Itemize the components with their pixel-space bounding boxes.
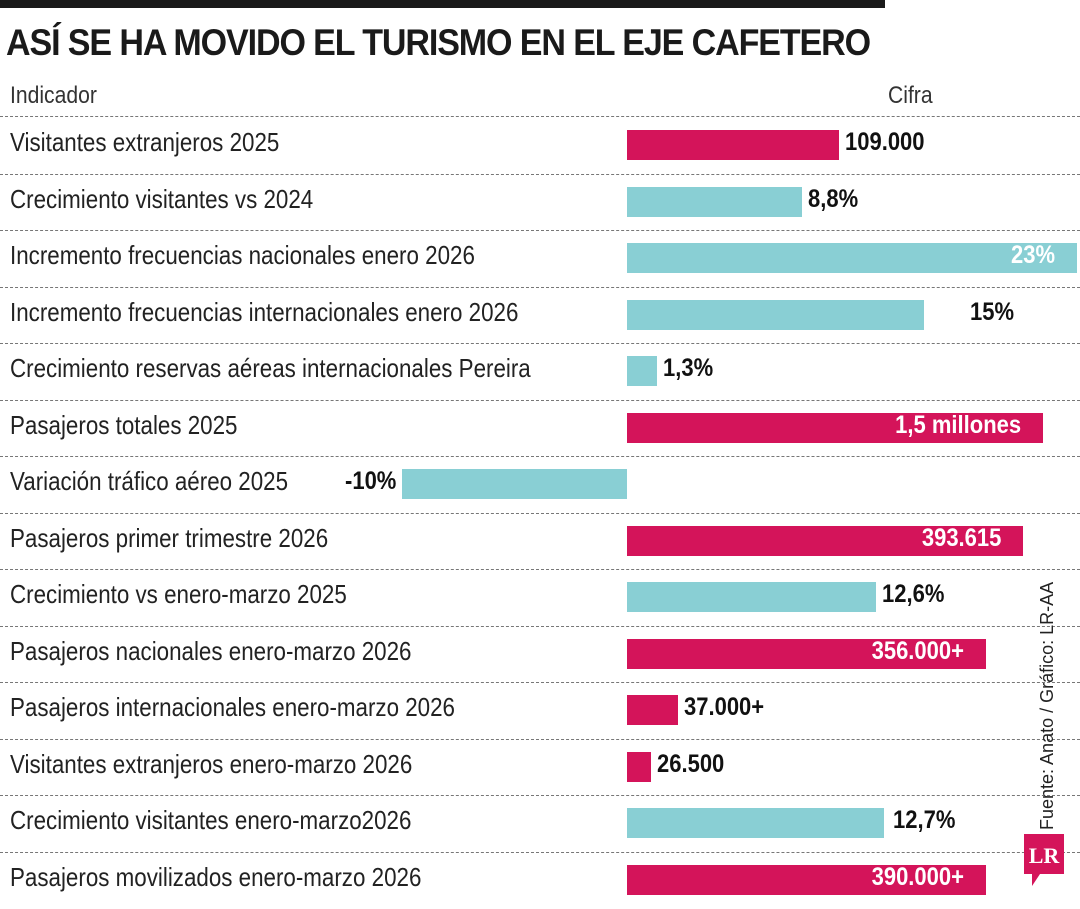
bar [627, 582, 876, 612]
row-label: Pasajeros internacionales enero-marzo 20… [10, 692, 455, 722]
bar [627, 356, 658, 386]
row-separator [0, 343, 1080, 344]
row-label: Crecimiento vs enero-marzo 2025 [10, 579, 347, 609]
row-separator [0, 682, 1080, 683]
row-label: Crecimiento visitantes enero-marzo2026 [10, 805, 412, 835]
table-row: Pasajeros nacionales enero-marzo 2026 356… [0, 627, 1080, 683]
row-separator [0, 569, 1080, 570]
bar [627, 186, 803, 217]
bar [627, 412, 1043, 443]
row-separator [0, 625, 1080, 627]
row-separator [0, 738, 1080, 740]
data-label: 109.000 [844, 128, 925, 156]
bar [627, 864, 987, 895]
bar [627, 751, 651, 782]
bar [627, 130, 839, 160]
bar [402, 469, 627, 499]
data-label: 393.615 [921, 523, 1001, 552]
source-note: Fuente: Anato / Gráfico: LR-AA [1037, 581, 1057, 830]
data-label: 23% [1010, 241, 1055, 269]
bar [627, 299, 924, 330]
row-label: Pasajeros movilizados enero-marzo 2026 [10, 861, 422, 892]
table-row: Pasajeros totales 2025 1,5 millones [0, 401, 1080, 457]
table-row: Pasajeros primer trimestre 2026 393.615 [0, 514, 1080, 570]
value-column-header: Cifra [888, 82, 933, 109]
data-label: 26.500 [656, 749, 725, 778]
table-row: Crecimiento visitantes vs 2024 8,8% [0, 175, 1080, 231]
row-label: Pasajeros nacionales enero-marzo 2026 [10, 635, 412, 666]
logo-shape [1024, 834, 1064, 886]
data-label: 1,5 millones [894, 410, 1021, 439]
row-label: Incremento frecuencias nacionales enero … [10, 240, 475, 270]
lr-logo-icon: LR [1024, 834, 1064, 886]
data-label: 12,6% [881, 580, 945, 608]
table-row: Crecimiento visitantes enero-marzo2026 12… [0, 796, 1080, 853]
indicator-column-header: Indicador [10, 82, 97, 109]
row-label: Visitantes extranjeros enero-marzo 2026 [10, 748, 413, 779]
chart-title: ASÍ SE HA MOVIDO EL TURISMO EN EL EJE CA… [6, 22, 871, 63]
table-row: Incremento frecuencias internacionales e… [0, 288, 1080, 344]
row-separator [0, 456, 1080, 457]
data-label: 12,7% [893, 806, 956, 834]
row-separator [0, 795, 1080, 796]
bar [627, 243, 1077, 273]
row-label: Crecimiento reservas aéreas internaciona… [10, 353, 531, 383]
row-label: Pasajeros primer trimestre 2026 [10, 522, 329, 553]
bar-chart: Visitantes extranjeros 2025 109.000 Crecim… [0, 116, 1080, 900]
row-separator [0, 512, 1080, 514]
top-rule [0, 0, 885, 8]
table-row: Variación tráfico aéreo 2025 -10% [0, 457, 1080, 514]
bar [627, 638, 987, 669]
data-label: 1,3% [663, 354, 714, 382]
table-row: Incremento frecuencias nacionales enero … [0, 231, 1080, 288]
row-label: Visitantes extranjeros 2025 [10, 127, 280, 157]
table-row: Pasajeros internacionales enero-marzo 20… [0, 683, 1080, 740]
data-label: 15% [970, 297, 1015, 326]
row-label: Crecimiento visitantes vs 2024 [10, 183, 314, 214]
row-separator [0, 851, 1080, 853]
data-label: 8,8% [808, 184, 859, 213]
logo-text: LR [1029, 843, 1061, 868]
data-label: 390.000+ [871, 862, 965, 891]
table-row: Pasajeros movilizados enero-marzo 2026 39… [0, 853, 1080, 909]
bar [627, 808, 884, 838]
header-separator [0, 116, 1080, 117]
bar [627, 525, 1023, 556]
row-label: Pasajeros totales 2025 [10, 409, 238, 440]
table-row: Visitantes extranjeros 2025 109.000 [0, 118, 1080, 175]
row-separator [0, 230, 1080, 231]
row-separator [0, 173, 1080, 175]
row-label: Variación tráfico aéreo 2025 [10, 466, 289, 496]
row-label: Incremento frecuencias internacionales e… [10, 296, 519, 327]
row-separator [0, 286, 1080, 288]
row-separator [0, 399, 1080, 401]
data-label: 37.000+ [683, 693, 764, 721]
data-label: -10% [344, 467, 396, 495]
bar [627, 695, 678, 725]
table-row: Visitantes extranjeros enero-marzo 2026 2… [0, 740, 1080, 796]
data-label: 356.000+ [871, 636, 965, 665]
table-row: Crecimiento vs enero-marzo 2025 12,6% [0, 570, 1080, 627]
table-row: Crecimiento reservas aéreas internaciona… [0, 344, 1080, 401]
